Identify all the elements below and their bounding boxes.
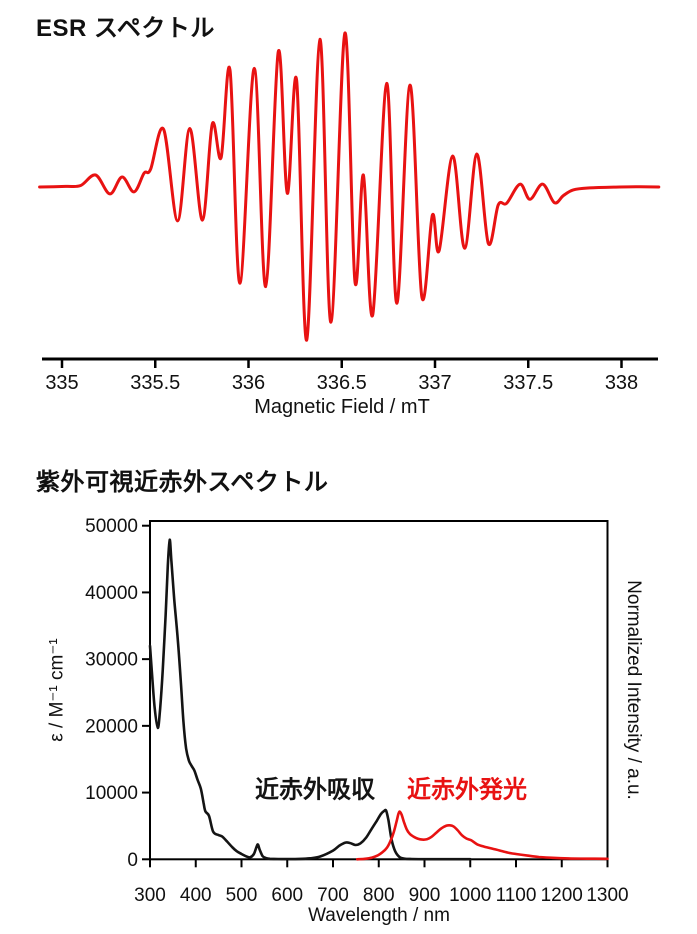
uvvis-chart-title: 紫外可視近赤外スペクトル (36, 469, 329, 496)
uvvis-x-tick-label: 1100 (496, 885, 537, 906)
uvvis-y-tick-label: 10000 (85, 783, 138, 804)
uvvis-x-tick-label: 1200 (541, 885, 583, 906)
uvvis-plot-box (149, 520, 609, 861)
uvvis-left-y-axis-label: ε / M⁻¹ cm⁻¹ (46, 638, 68, 742)
uvvis-y-tick-label: 20000 (85, 716, 138, 737)
uvvis-x-tick-label: 1000 (449, 885, 491, 906)
uvvis-x-tick-label: 600 (271, 885, 303, 906)
uvvis-bottom-x-axis: 300 400 500 600 700 800 900 1000 1100 1200 1300 (134, 859, 629, 906)
esr-x-tick-label: 336 (232, 372, 265, 394)
uvvis-x-tick-label: 400 (180, 885, 212, 906)
esr-x-tick-label: 335 (45, 372, 78, 394)
emission-curve (355, 810, 609, 861)
uvvis-y-tick-label: 50000 (85, 516, 138, 537)
esr-x-tick-label: 337 (418, 372, 451, 394)
uvvis-left-y-axis: 0 10000 20000 30000 40000 50000 (85, 516, 150, 871)
emission-annotation: 近赤外発光 (407, 776, 527, 804)
uvvis-x-tick-label: 900 (409, 885, 441, 906)
esr-chart-title: ESR スペクトル (36, 15, 215, 42)
uvvis-y-tick-label: 30000 (85, 650, 138, 671)
esr-x-axis: 335 335.5 336 336.5 337 337.5 338 (42, 357, 658, 394)
uvvis-y-tick-label: 0 (127, 850, 138, 871)
absorption-annotation: 近赤外吸収 (255, 776, 375, 804)
esr-x-axis-label: Magnetic Field / mT (254, 396, 430, 418)
uvvis-x-tick-label: 500 (226, 885, 258, 906)
absorption-curve (148, 538, 472, 861)
uvvis-y-tick-label: 40000 (85, 583, 138, 604)
esr-chart: 335 335.5 336 336.5 337 337.5 338 (38, 31, 661, 394)
uvvis-x-tick-label: 800 (363, 885, 395, 906)
esr-trace (38, 31, 661, 342)
uvvis-x-tick-label: 700 (317, 885, 349, 906)
uvvis-right-y-axis-label: Normalized Intensity / a.u. (623, 580, 644, 800)
esr-x-tick-label: 338 (605, 372, 638, 394)
esr-x-tick-label: 335.5 (130, 372, 180, 394)
esr-x-tick-label: 337.5 (503, 372, 553, 394)
uvvis-x-tick-label: 300 (134, 885, 166, 906)
uvvis-x-axis-label: Wavelength / nm (308, 905, 450, 926)
uvvis-chart: 0 10000 20000 30000 40000 50000 300 400 500 600 70… (85, 516, 628, 906)
esr-x-tick-label: 336.5 (317, 372, 367, 394)
uvvis-x-tick-label: 1300 (586, 885, 628, 906)
